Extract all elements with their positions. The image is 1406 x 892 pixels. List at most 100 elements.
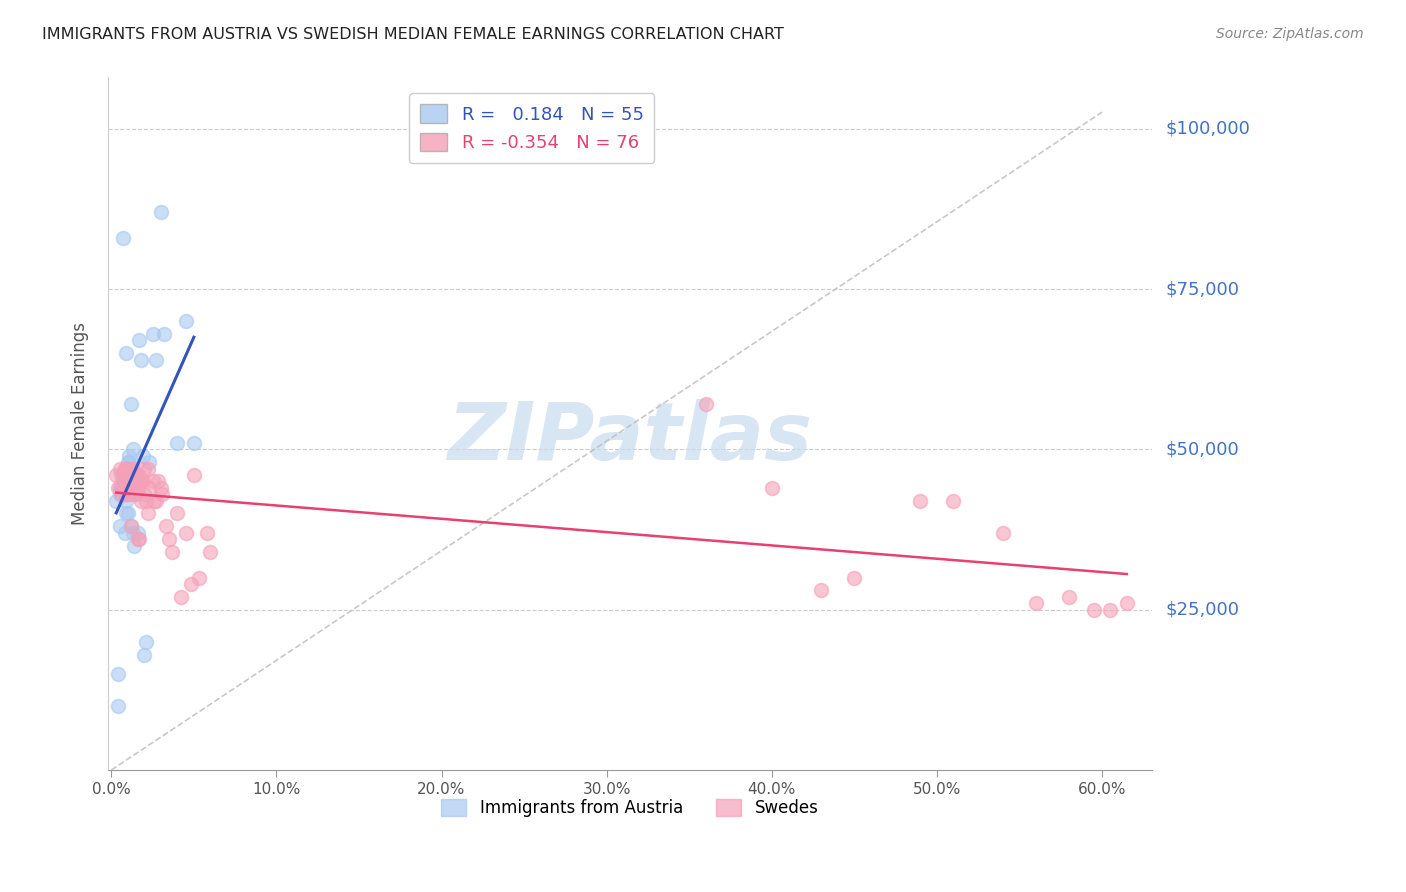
Point xyxy=(118,455,141,469)
Point xyxy=(143,493,166,508)
Point xyxy=(108,461,131,475)
Point xyxy=(127,532,149,546)
Point xyxy=(127,481,149,495)
Point xyxy=(114,481,136,495)
Y-axis label: Median Female Earnings: Median Female Earnings xyxy=(72,322,89,525)
Point xyxy=(121,468,143,483)
Point xyxy=(135,493,157,508)
Point xyxy=(125,481,148,495)
Point xyxy=(169,590,191,604)
Point xyxy=(120,468,142,483)
Point xyxy=(155,519,177,533)
Point xyxy=(117,475,139,489)
Point xyxy=(115,481,138,495)
Point xyxy=(138,481,160,495)
Text: Source: ZipAtlas.com: Source: ZipAtlas.com xyxy=(1216,27,1364,41)
Point xyxy=(110,468,132,483)
Point xyxy=(125,475,148,489)
Point xyxy=(138,455,160,469)
Point xyxy=(118,461,141,475)
Point xyxy=(125,475,148,489)
Point xyxy=(991,525,1014,540)
Point xyxy=(134,648,156,662)
Point xyxy=(110,481,132,495)
Point xyxy=(107,666,129,681)
Point xyxy=(810,583,832,598)
Point xyxy=(117,481,139,495)
Point xyxy=(124,487,146,501)
Point xyxy=(129,493,152,508)
Point xyxy=(111,475,134,489)
Point xyxy=(128,475,150,489)
Point xyxy=(118,487,141,501)
Point xyxy=(1057,590,1080,604)
Point xyxy=(117,481,139,495)
Point xyxy=(118,475,141,489)
Point xyxy=(118,481,141,495)
Point xyxy=(115,507,138,521)
Point xyxy=(761,481,783,495)
Point xyxy=(114,475,136,489)
Point xyxy=(187,571,209,585)
Point xyxy=(146,475,169,489)
Point xyxy=(125,468,148,483)
Point xyxy=(1115,596,1137,610)
Point xyxy=(910,493,932,508)
Point xyxy=(149,205,172,219)
Point xyxy=(120,397,142,411)
Point xyxy=(174,314,197,328)
Point xyxy=(114,487,136,501)
Point xyxy=(111,475,134,489)
Point xyxy=(166,436,188,450)
Point xyxy=(111,468,134,483)
Text: $25,000: $25,000 xyxy=(1166,600,1240,619)
Point xyxy=(195,525,218,540)
Point xyxy=(136,461,159,475)
Point xyxy=(117,487,139,501)
Point xyxy=(115,481,138,495)
Point xyxy=(120,519,142,533)
Point xyxy=(131,475,153,489)
Point xyxy=(157,532,180,546)
Point xyxy=(942,493,965,508)
Point xyxy=(142,326,165,341)
Point xyxy=(108,487,131,501)
Point xyxy=(114,481,136,495)
Point xyxy=(152,487,174,501)
Point xyxy=(844,571,866,585)
Point xyxy=(115,346,138,360)
Point xyxy=(127,525,149,540)
Point xyxy=(129,352,152,367)
Point xyxy=(114,461,136,475)
Point xyxy=(118,461,141,475)
Point xyxy=(117,475,139,489)
Point xyxy=(166,507,188,521)
Point xyxy=(128,532,150,546)
Text: $50,000: $50,000 xyxy=(1166,441,1239,458)
Point xyxy=(115,487,138,501)
Point xyxy=(117,507,139,521)
Point xyxy=(124,487,146,501)
Point xyxy=(110,481,132,495)
Point xyxy=(695,397,717,411)
Point xyxy=(107,698,129,713)
Point xyxy=(1083,603,1105,617)
Point xyxy=(107,481,129,495)
Point xyxy=(118,449,141,463)
Point xyxy=(124,468,146,483)
Point xyxy=(120,519,142,533)
Point xyxy=(120,468,142,483)
Point xyxy=(162,545,184,559)
Point xyxy=(114,525,136,540)
Point xyxy=(145,493,167,508)
Point xyxy=(120,475,142,489)
Point xyxy=(127,468,149,483)
Legend: Immigrants from Austria, Swedes: Immigrants from Austria, Swedes xyxy=(434,792,825,824)
Point xyxy=(121,475,143,489)
Point xyxy=(117,455,139,469)
Point xyxy=(145,352,167,367)
Point xyxy=(108,481,131,495)
Text: IMMIGRANTS FROM AUSTRIA VS SWEDISH MEDIAN FEMALE EARNINGS CORRELATION CHART: IMMIGRANTS FROM AUSTRIA VS SWEDISH MEDIA… xyxy=(42,27,785,42)
Point xyxy=(142,475,165,489)
Point xyxy=(105,493,128,508)
